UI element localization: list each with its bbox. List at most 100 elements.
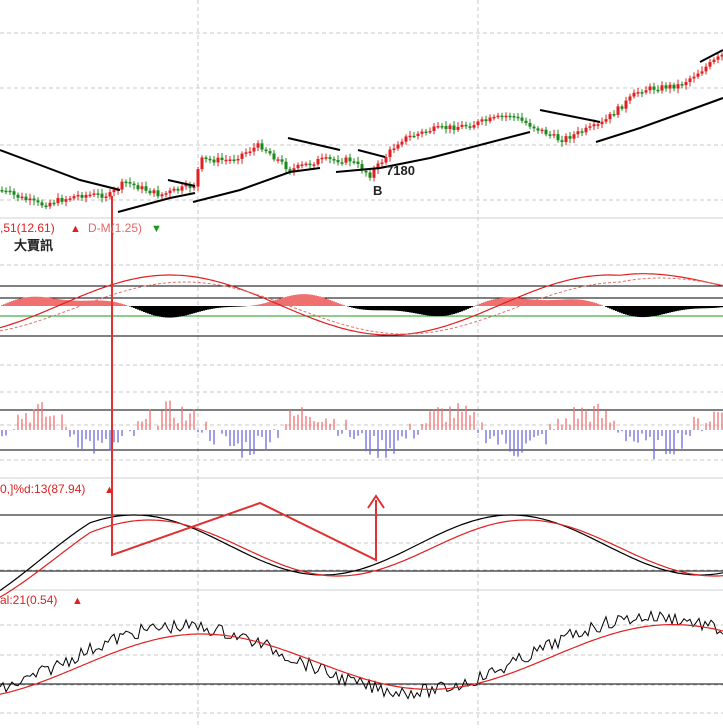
candle-body [480,119,484,122]
candle-body [432,126,436,131]
candle-body [680,84,684,86]
moving-average-line [117,192,196,213]
candle-body [624,100,628,109]
candle-body [632,92,636,97]
candle-body [468,126,472,128]
candle-body [200,157,204,170]
candle-body [104,196,108,198]
candle-body [436,126,440,128]
candle-body [516,116,520,119]
candle-body [588,126,592,128]
candle-body [716,56,720,60]
candle-body [340,162,344,164]
candle-body [388,149,392,157]
oscillator-panel [0,609,723,700]
candle-body [392,148,396,151]
candle-body [176,188,180,191]
up-arrow-icon: ▲ [70,223,81,235]
candle-body [112,189,116,193]
candle-body [136,185,140,190]
candle-body [220,157,224,160]
dmi-panel [0,273,723,337]
candle-body [256,143,260,148]
candle-body [564,136,568,143]
candle-body [648,86,652,91]
candle-body [704,66,708,72]
candle-body [568,136,572,139]
kd-value-label: 0,]%d:13(87.94) [0,482,86,496]
annotation-arrowhead [367,494,385,509]
candle-body [180,186,184,191]
candle-body [276,159,280,161]
candle-body [260,143,264,150]
candle-body [708,61,712,67]
candle-body [304,163,308,166]
candle-body [208,158,212,161]
candle-body [96,193,100,195]
candle-body [628,96,632,101]
candle-body [604,119,608,122]
candle-body [520,117,524,121]
candle-body [496,115,500,118]
buy-marker-label: B [373,183,383,198]
candle-body [400,141,404,145]
candle-body [212,159,216,163]
oscillator-line [0,609,723,700]
candle-body [4,190,8,193]
dif-line [0,273,723,336]
candle-body [192,186,196,189]
candle-body [92,193,96,195]
candle-body [292,168,296,172]
candle-body [544,129,548,135]
candle-body [264,149,268,152]
candle-body [416,133,420,137]
candle-body [532,126,536,129]
candle-body [100,193,104,198]
moving-average-line [357,149,386,158]
candle-body [108,192,112,197]
candle-body [348,157,352,162]
candle-body [196,169,200,187]
candle-body [356,161,360,164]
candle-body [420,131,424,134]
candle-body [240,153,244,159]
candle-body [328,157,332,160]
candle-body [448,125,452,130]
candle-body [60,197,64,202]
candle-body [376,163,380,170]
candle-body [528,122,532,127]
candle-body [156,190,160,197]
candle-body [444,126,448,130]
candle-body [504,115,508,118]
candle-body [228,159,232,161]
candle-body [524,120,528,123]
candle-body [720,54,723,57]
candle-body [224,159,228,162]
candle-body [244,152,248,154]
candle-body [84,194,88,198]
candle-body [692,76,696,79]
candle-body [272,153,276,160]
candle-body [488,117,492,122]
candle-body [596,124,600,126]
candle-body [216,157,220,163]
candle-body [404,136,408,142]
up-arrow-icon: ▲ [104,484,115,496]
candle-body [548,134,552,136]
candle-body [80,194,84,198]
candle-body [360,163,364,171]
candle-body [0,190,4,192]
candle-body [124,181,128,184]
candle-body [672,84,676,89]
candle-body [320,157,324,160]
candle-body [700,71,704,74]
candle-body [608,114,612,120]
candle-body [68,198,72,200]
candle-body [552,134,556,136]
candle-body [44,205,48,208]
candle-body [24,196,28,201]
candle-body [32,198,36,201]
moving-average-line [335,131,531,173]
